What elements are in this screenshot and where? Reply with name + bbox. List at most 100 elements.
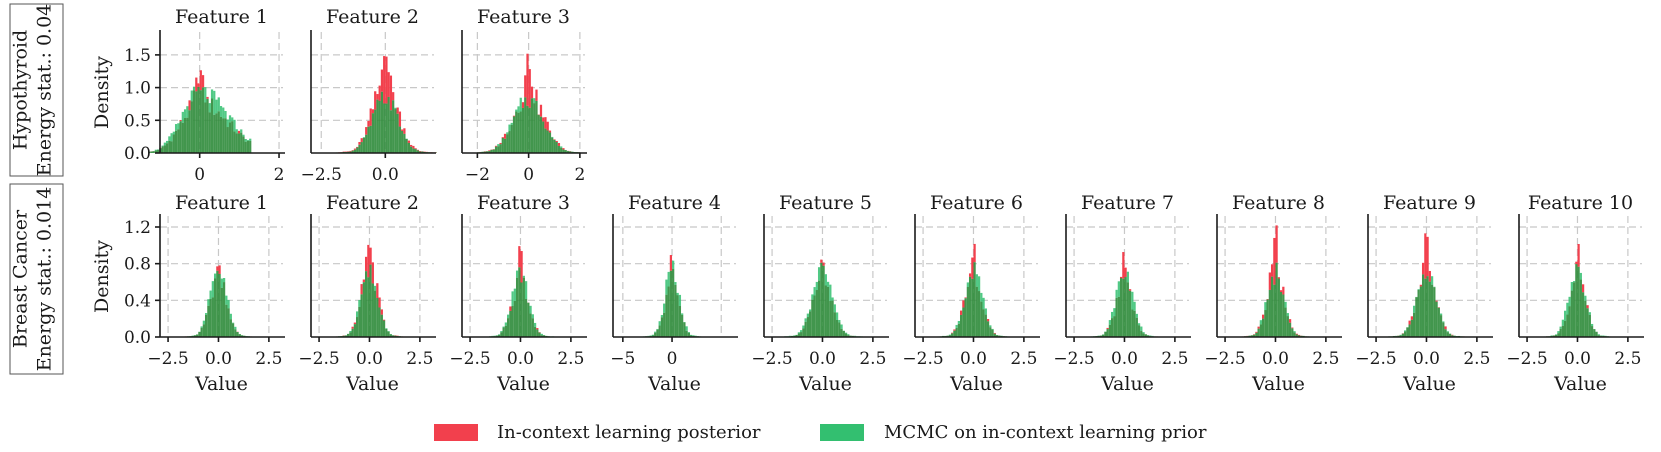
hist-bar-overlap	[842, 330, 845, 337]
hist-bar-prior	[1142, 332, 1145, 334]
hist-bar-overlap	[405, 138, 408, 153]
hist-bar-prior	[209, 290, 212, 299]
hist-bar-overlap	[163, 145, 166, 153]
hist-bar-prior	[172, 131, 175, 135]
hist-bar-posterior	[1106, 327, 1109, 330]
hist-bar-posterior	[360, 138, 363, 143]
hist-bar-overlap	[235, 133, 238, 153]
hist-bar-posterior	[669, 255, 673, 271]
hist-bar-posterior	[1261, 314, 1265, 319]
hist-bar-overlap	[1293, 332, 1296, 337]
panel-2-9: Feature 9 −2.5 0.0 2.5 Value	[1355, 192, 1493, 395]
hist-bar-posterior	[1428, 270, 1431, 282]
hist-bar-prior	[157, 149, 160, 150]
hist-bar-posterior	[378, 85, 381, 101]
hist-bar-posterior	[501, 137, 504, 138]
hist-bar-overlap	[515, 277, 519, 337]
hist-bar-prior	[847, 334, 850, 336]
hist-bar-posterior	[1253, 334, 1256, 335]
hist-bar-prior	[665, 279, 668, 295]
hist-bar-overlap	[242, 136, 245, 153]
hist-bar-prior	[1110, 311, 1114, 319]
hist-bar-overlap	[542, 335, 546, 337]
hist-bar-overlap	[1586, 308, 1589, 337]
hist-bar-overlap	[179, 121, 182, 153]
hist-bar-prior	[504, 322, 507, 326]
hist-bar-overlap	[202, 324, 205, 337]
hist-bar-overlap	[389, 110, 393, 153]
hist-bar-overlap	[533, 326, 537, 337]
hist-bar-overlap	[233, 131, 236, 153]
hist-bar-overlap	[980, 301, 983, 337]
hist-bar-overlap	[403, 133, 406, 153]
x-tick-label: 2.5	[255, 349, 282, 369]
hist-bar-prior	[1284, 301, 1287, 308]
hist-bar-overlap	[800, 332, 803, 337]
x-tick-label: 2.5	[1161, 349, 1188, 369]
hist-bar-prior	[1597, 334, 1600, 336]
hist-bar-prior	[355, 311, 359, 318]
hist-bar-overlap	[216, 270, 219, 337]
hist-bar-posterior	[535, 89, 538, 101]
hist-bar-posterior	[951, 332, 954, 334]
x-tick-label: −2.5	[751, 349, 792, 369]
hist-bar-posterior	[953, 329, 956, 331]
row-1: Hypothyroid Energy stat.: 0.04 Density Feat…	[9, 3, 587, 185]
hist-bar-prior	[817, 267, 821, 281]
hist-bar-overlap	[1268, 289, 1271, 337]
hist-bar-overlap	[1404, 331, 1407, 337]
hist-bar-overlap	[678, 305, 682, 337]
hist-bar-overlap	[1288, 322, 1292, 337]
hist-bar-overlap	[392, 100, 395, 153]
hist-bar-posterior	[392, 92, 395, 101]
hist-bar-overlap	[195, 91, 198, 153]
hist-bar-overlap	[193, 335, 197, 337]
hist-bar-overlap	[687, 332, 691, 337]
hist-bar-overlap	[522, 277, 525, 337]
hist-bar-posterior	[542, 117, 545, 122]
hist-bar-overlap	[526, 105, 529, 153]
hist-bar-overlap	[172, 134, 175, 153]
hist-bar-posterior	[353, 322, 356, 325]
row-label-line: Energy stat.: 0.014	[34, 187, 56, 372]
hist-bar-posterior	[383, 56, 386, 104]
hist-bar-prior	[183, 109, 187, 118]
hist-bar-posterior	[412, 145, 415, 149]
hist-bar-prior	[1108, 320, 1111, 325]
hist-bar-posterior	[1282, 286, 1285, 295]
hist-bar-prior	[522, 275, 525, 278]
legend-swatch-prior	[820, 424, 864, 441]
hist-bar-overlap	[246, 140, 250, 153]
hist-bar-prior	[1264, 302, 1267, 311]
hist-bar-overlap	[989, 327, 992, 337]
hist-bar-overlap	[520, 282, 523, 337]
hist-bar-posterior	[347, 151, 350, 152]
panel-2-3: Feature 3 −2.5 0.0 2.5 Value	[449, 192, 587, 395]
hist-bar-prior	[831, 297, 834, 301]
hist-bar-posterior	[1577, 244, 1580, 267]
hist-bar-overlap	[161, 146, 164, 153]
hist-bar-overlap	[1273, 284, 1276, 337]
hist-bar-overlap	[1408, 324, 1411, 337]
hist-bar-overlap	[824, 285, 827, 337]
hist-bar-posterior	[499, 142, 502, 145]
hist-bar-prior	[676, 292, 679, 296]
x-tick-label: 0.0	[1111, 349, 1138, 369]
hist-bar-posterior	[1279, 290, 1283, 293]
hist-bar-posterior	[964, 297, 967, 299]
hist-bar-overlap	[665, 294, 668, 337]
hist-bar-prior	[235, 129, 238, 134]
hist-bar-prior	[190, 90, 193, 102]
x-axis-label: Value	[1402, 373, 1456, 395]
hist-bar-prior	[231, 322, 235, 324]
hist-bar-overlap	[511, 305, 514, 337]
x-tick-label: −2.5	[902, 349, 943, 369]
hist-bar-overlap	[1415, 297, 1418, 337]
hist-bar-overlap	[398, 126, 402, 153]
hist-bar-prior	[1563, 310, 1567, 321]
hist-bar-prior	[222, 107, 225, 119]
hist-bar-overlap	[535, 100, 538, 153]
hist-bar-overlap	[1282, 294, 1285, 337]
hist-bar-prior	[800, 330, 803, 333]
x-axis-label: Value	[496, 373, 550, 395]
